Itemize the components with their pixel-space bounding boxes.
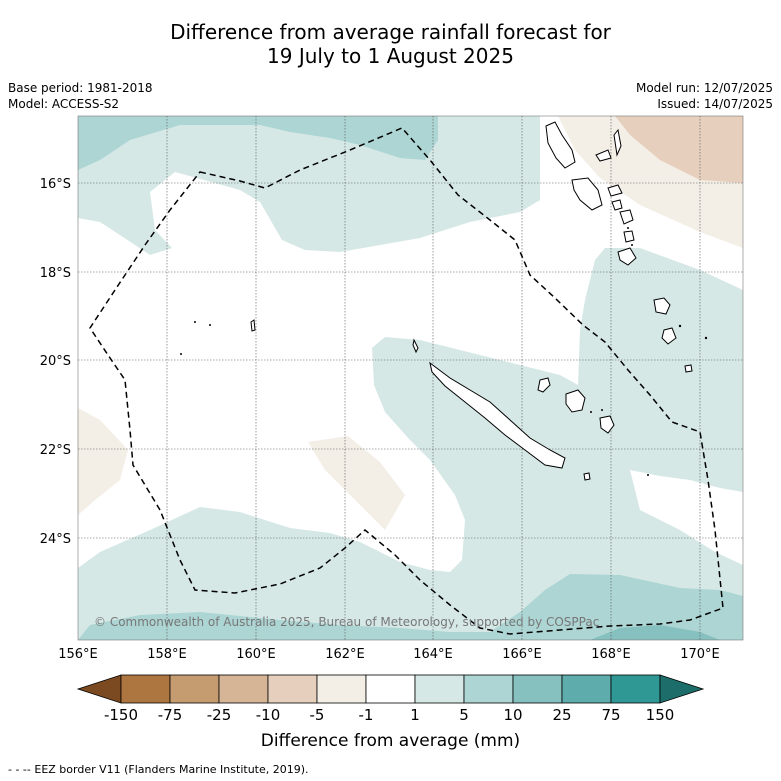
vanuatu-ambae <box>595 149 612 162</box>
lon-label: 158°E <box>147 647 187 662</box>
issued-text: Issued: 14/07/2025 <box>657 97 773 111</box>
colorbar-segment <box>561 674 612 704</box>
lon-label: 166°E <box>502 647 542 662</box>
belep-islet <box>412 338 419 354</box>
dry-region-central <box>308 436 405 530</box>
colorbar-label: 25 <box>552 706 571 724</box>
wet-region-southeast-stronger <box>590 625 720 640</box>
lon-label: 170°E <box>680 647 720 662</box>
vanuatu-malekula <box>571 177 603 211</box>
colorbar-labels: -150 -75 -25 -10 -5 -1 1 5 10 25 75 150 <box>104 706 674 724</box>
map-frame <box>77 115 744 641</box>
colorbar-label: -5 <box>310 706 325 724</box>
colorbar-label: 75 <box>601 706 620 724</box>
islet-b <box>684 364 693 373</box>
colorbar-segment <box>316 674 367 704</box>
colorbar-label: 5 <box>459 706 469 724</box>
dry-region-northeast-strong <box>615 116 743 183</box>
coastlines <box>250 121 693 481</box>
vanuatu-ambrym <box>607 184 623 197</box>
colorbar-label: -10 <box>256 706 281 724</box>
vanuatu-tanna <box>617 247 637 266</box>
new-caledonia-coast <box>429 361 566 469</box>
vanuatu-epi <box>611 199 623 211</box>
model-text: Model: ACCESS-S2 <box>8 97 120 111</box>
wet-region-north-strong <box>78 116 438 170</box>
colorbar-segment <box>512 674 563 704</box>
colorbar-segment <box>610 674 661 704</box>
lon-label: 168°E <box>591 647 631 662</box>
lat-label: 18°S <box>40 266 71 281</box>
loyalty-ouvea <box>537 377 551 393</box>
copyright-text: © Commonwealth of Australia 2025, Bureau… <box>94 615 599 629</box>
longitude-labels: 156°E 158°E 160°E 162°E 164°E 166°E 168°… <box>58 647 720 662</box>
lat-label: 22°S <box>40 443 71 458</box>
colorbar-label: -75 <box>158 706 183 724</box>
small-islands <box>180 227 708 476</box>
lon-label: 156°E <box>58 647 98 662</box>
dry-region-west <box>78 408 128 515</box>
lon-label: 162°E <box>325 647 365 662</box>
colorbar-label: 150 <box>646 706 675 724</box>
colorbar-segment <box>120 674 171 704</box>
colorbar-segment <box>414 674 465 704</box>
gridlines <box>78 116 743 640</box>
latitude-labels: 16°S 18°S 20°S 22°S 24°S <box>40 177 71 547</box>
isle-of-pines <box>583 472 591 481</box>
loyalty-mare <box>599 415 615 434</box>
colorbar <box>76 674 705 704</box>
wet-region-south-strong <box>78 574 743 640</box>
meta-right: Model run: 12/07/2025 Issued: 14/07/2025 <box>636 80 773 112</box>
colorbar-extend-low <box>76 674 122 704</box>
colorbar-extend-high <box>659 674 705 704</box>
lon-label: 164°E <box>413 647 453 662</box>
colorbar-title: Difference from average (mm) <box>260 731 521 751</box>
loyalty-lifou <box>565 389 586 413</box>
title-line-1: Difference from average rainfall forecas… <box>170 20 611 44</box>
matthew-hunter-islands <box>653 297 671 315</box>
wet-region-new-caledonia <box>78 248 743 640</box>
lat-label: 24°S <box>40 532 71 547</box>
colorbar-label: -1 <box>359 706 374 724</box>
colorbar-segment <box>169 674 220 704</box>
map-area: © Commonwealth of Australia 2025, Bureau… <box>78 116 743 640</box>
colorbar-segment <box>463 674 514 704</box>
lon-label: 160°E <box>236 647 276 662</box>
colorbar-segment <box>218 674 269 704</box>
meta-left: Base period: 1981-2018 Model: ACCESS-S2 <box>8 80 153 112</box>
vanuatu-erromango <box>623 230 635 243</box>
eez-border <box>89 127 724 635</box>
vanuatu-espiritu <box>545 121 576 169</box>
colorbar-segment <box>267 674 318 704</box>
title-line-2: 19 July to 1 August 2025 <box>267 44 514 68</box>
colorbar-label: -25 <box>207 706 232 724</box>
colorbar-segment <box>365 674 416 704</box>
chesterfield-islets <box>250 319 256 332</box>
colorbar-label: 1 <box>410 706 420 724</box>
page-title: Difference from average rainfall forecas… <box>0 20 781 68</box>
colorbar-label: -150 <box>104 706 138 724</box>
lat-label: 16°S <box>40 177 71 192</box>
vanuatu-efate <box>619 209 634 225</box>
vanuatu-pentecost <box>613 128 622 157</box>
colorbar-label: 10 <box>503 706 522 724</box>
eez-legend-text: - - -- EEZ border V11 (Flanders Marine I… <box>8 763 309 776</box>
lat-label: 20°S <box>40 354 71 369</box>
model-run-text: Model run: 12/07/2025 <box>635 81 773 95</box>
base-period-text: Base period: 1981-2018 <box>8 81 153 95</box>
islet-a <box>661 327 677 345</box>
